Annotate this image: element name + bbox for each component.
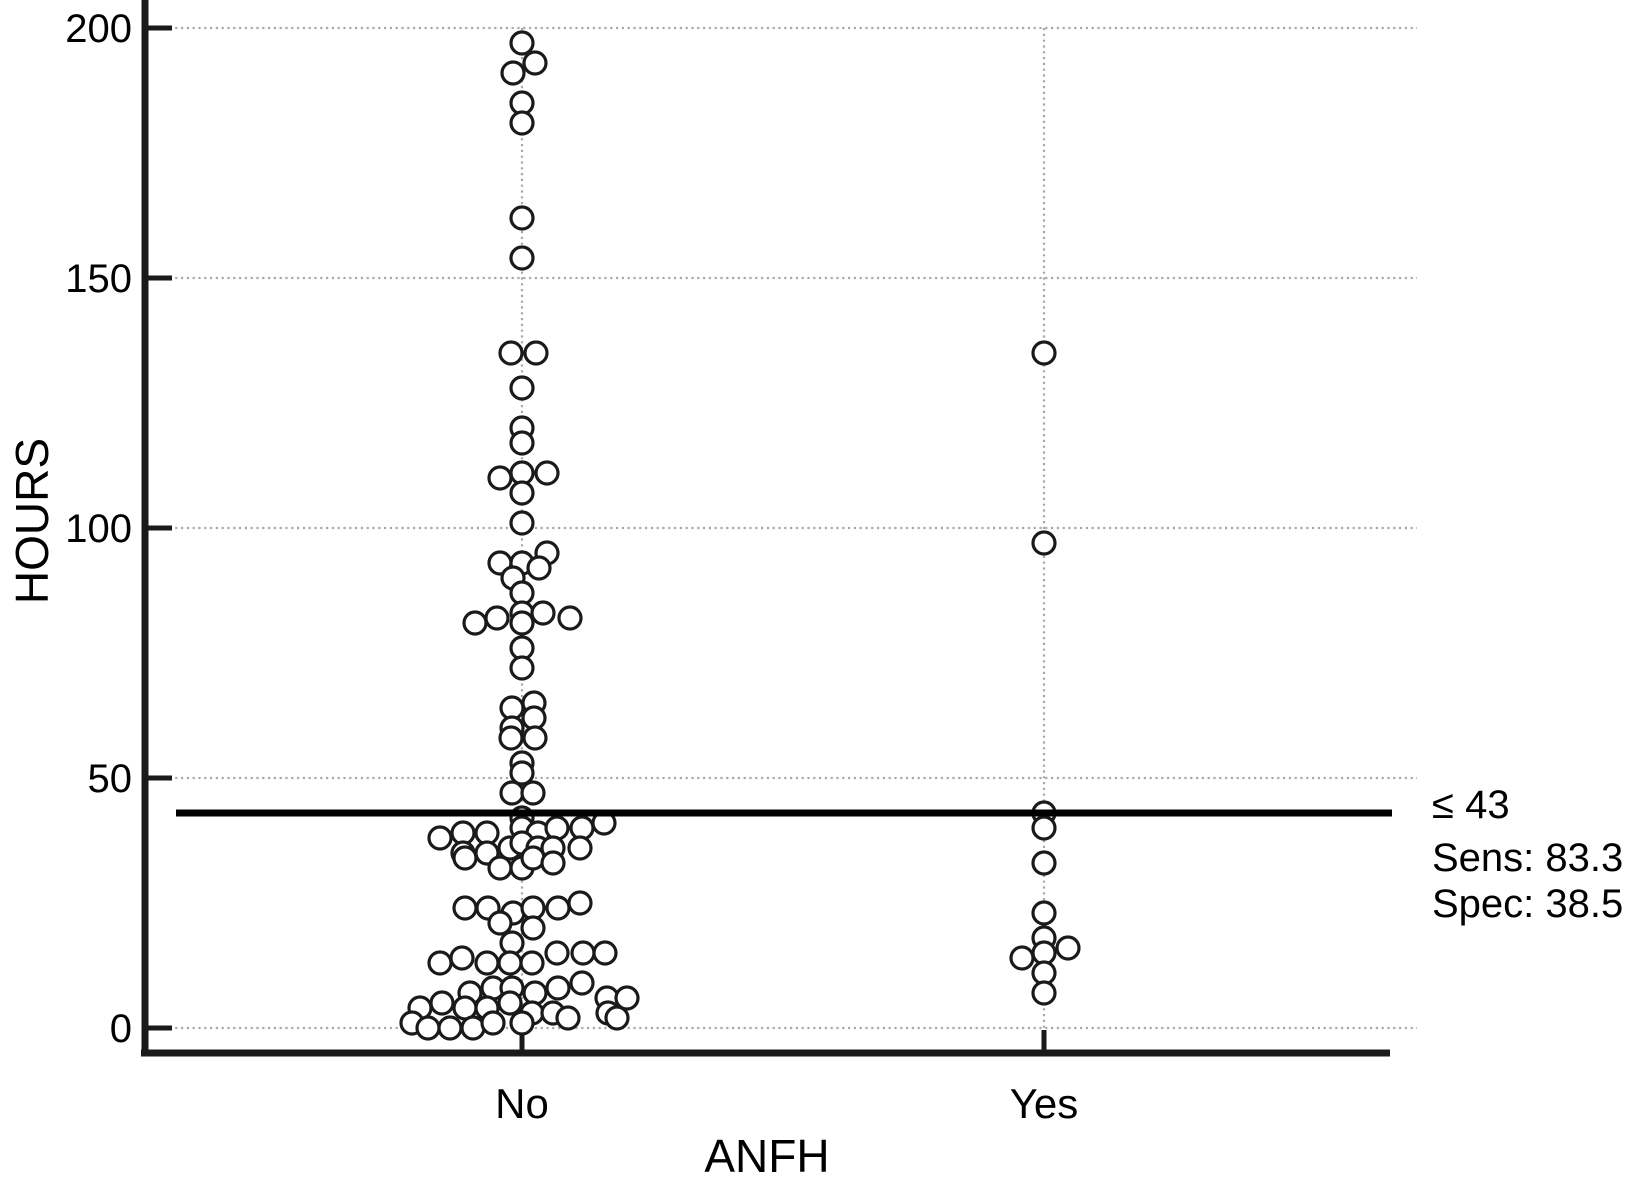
y-tick-label: 150	[65, 257, 132, 301]
data-point	[437, 1015, 463, 1041]
gridlines-layer	[152, 26, 1417, 1051]
data-point	[498, 340, 524, 366]
y-tick-label: 0	[110, 1007, 132, 1051]
data-point	[555, 1005, 581, 1031]
data-point	[509, 1010, 535, 1036]
data-point	[544, 815, 570, 841]
y-tick-label: 200	[65, 7, 132, 51]
data-point	[509, 245, 535, 271]
data-point	[522, 50, 548, 76]
data-point	[509, 610, 535, 636]
points-layer	[399, 30, 1081, 1041]
data-point	[530, 600, 556, 626]
data-point	[570, 940, 596, 966]
data-point	[520, 780, 546, 806]
data-point	[452, 895, 478, 921]
data-point	[567, 835, 593, 861]
data-point	[557, 605, 583, 631]
data-point	[522, 980, 548, 1006]
series-no	[399, 30, 640, 1041]
threshold-specificity-label: Spec: 38.5	[1432, 882, 1623, 926]
data-point	[427, 825, 453, 851]
data-point	[487, 855, 513, 881]
data-point	[604, 1005, 630, 1031]
data-point	[487, 910, 513, 936]
data-point	[474, 950, 500, 976]
data-point	[1031, 815, 1057, 841]
data-point	[509, 375, 535, 401]
data-point	[452, 845, 478, 871]
data-point	[480, 1010, 506, 1036]
data-point	[1031, 900, 1057, 926]
data-point	[1055, 935, 1081, 961]
data-point	[520, 915, 546, 941]
data-point	[415, 1015, 441, 1041]
data-point	[498, 725, 524, 751]
x-axis-title: ANFH	[704, 1130, 829, 1179]
y-tick-label: 50	[88, 757, 133, 801]
data-point	[497, 990, 523, 1016]
data-point	[429, 990, 455, 1016]
data-point	[484, 605, 510, 631]
data-point	[509, 30, 535, 56]
data-point	[509, 480, 535, 506]
axis-layer	[141, 0, 1390, 1057]
data-point	[1031, 980, 1057, 1006]
data-point	[614, 985, 640, 1011]
data-point	[509, 430, 535, 456]
data-point	[1031, 850, 1057, 876]
data-point	[509, 655, 535, 681]
data-point	[567, 890, 593, 916]
data-point	[519, 950, 545, 976]
data-point	[499, 780, 525, 806]
data-point	[522, 725, 548, 751]
data-point	[500, 60, 526, 86]
data-point	[540, 850, 566, 876]
data-point	[545, 895, 571, 921]
data-point	[449, 945, 475, 971]
data-point	[526, 555, 552, 581]
data-point	[523, 340, 549, 366]
data-point	[427, 950, 453, 976]
y-axis-title: HOURS	[6, 438, 58, 604]
data-point	[509, 760, 535, 786]
data-point	[509, 110, 535, 136]
data-point	[592, 940, 618, 966]
data-point	[487, 465, 513, 491]
data-point	[462, 610, 488, 636]
data-point	[509, 205, 535, 231]
data-point	[544, 940, 570, 966]
data-point	[1031, 340, 1057, 366]
x-category-label: Yes	[1010, 1080, 1079, 1127]
x-category-label: No	[495, 1080, 549, 1127]
tick-labels-layer: 200 150 100 50 0 No Yes	[65, 7, 1078, 1127]
data-point	[509, 510, 535, 536]
data-point	[1009, 945, 1035, 971]
y-tick-label: 100	[65, 507, 132, 551]
data-point	[569, 970, 595, 996]
threshold-sensitivity-label: Sens: 83.3	[1432, 836, 1623, 880]
data-point	[534, 460, 560, 486]
data-point	[497, 950, 523, 976]
data-point	[545, 975, 571, 1001]
threshold-label: ≤ 43	[1432, 783, 1510, 827]
data-point	[1031, 530, 1057, 556]
